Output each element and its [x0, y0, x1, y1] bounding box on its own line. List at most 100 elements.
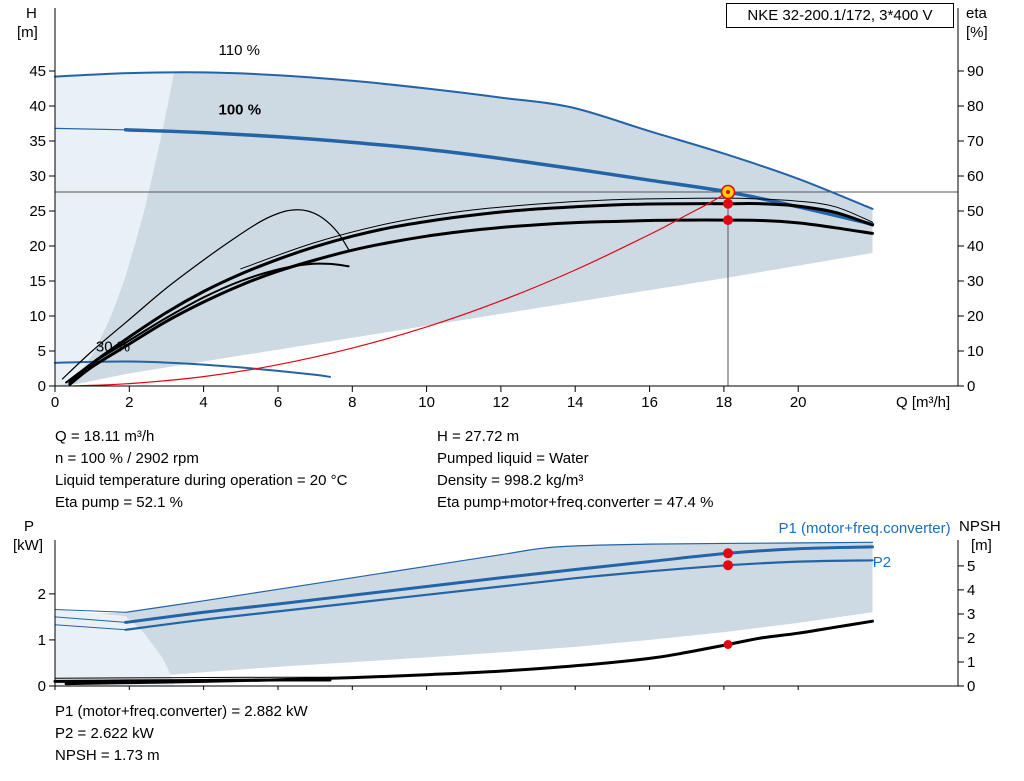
p-axis-label: P — [24, 518, 35, 535]
x-tick-label: 4 — [199, 394, 207, 411]
y-right-tick-label: 5 — [967, 558, 975, 575]
speed-30-curve — [54, 360, 331, 378]
p2-left-ext — [54, 624, 127, 631]
label-p2: P2 — [873, 554, 891, 571]
system-curve — [73, 191, 729, 387]
y-left-tick-label: 10 — [29, 308, 46, 325]
npsh-axis-unit: [m] — [971, 537, 992, 554]
p1-left-ext — [54, 616, 127, 623]
x-tick-label: 20 — [790, 394, 807, 411]
y-right-tick-label: 2 — [967, 630, 975, 647]
y-left-tick-label: 2 — [38, 586, 46, 603]
x-tick-label: 0 — [51, 394, 59, 411]
eta-total-curve — [68, 218, 874, 386]
x-tick-label: 16 — [641, 394, 658, 411]
q-axis-label: Q [m³/h] — [896, 394, 951, 411]
y-left-tick-label: 5 — [38, 343, 46, 360]
y-right-tick-label: 60 — [967, 168, 984, 185]
y-left-tick-label: 35 — [29, 133, 46, 150]
power-low-flow-region — [55, 609, 174, 686]
info-eta-pump: Eta pump = 52.1 % — [55, 494, 183, 511]
info-p2: P2 = 2.622 kW — [55, 725, 154, 742]
speed-110-curve — [54, 71, 874, 210]
pn-chart: 0 1 2 0 1 2 3 4 5 P1 (motor+freq.converter) P2 — [38, 520, 976, 695]
info-flow: Q = 18.11 m³/h — [55, 428, 155, 445]
y-right-tick-label: 10 — [967, 343, 984, 360]
x-tick-label: 10 — [418, 394, 435, 411]
x-tick-label: 12 — [493, 394, 510, 411]
eta-pump-point — [723, 198, 733, 209]
x-tick-label: 6 — [274, 394, 282, 411]
y-right-tick-label: 70 — [967, 133, 984, 150]
eta-total-point — [723, 215, 733, 226]
y-right-tick-label: 90 — [967, 63, 984, 80]
p1-curve — [124, 545, 874, 624]
y-left-tick-label: 1 — [38, 632, 46, 649]
eta-small-pump-curve — [61, 209, 350, 380]
y-left-tick-label: 15 — [29, 273, 46, 290]
label-p1: P1 (motor+freq.converter) — [778, 520, 950, 537]
npsh-point — [723, 640, 733, 649]
y-left-tick-label: 40 — [29, 98, 46, 115]
npsh-axis-label: NPSH — [959, 518, 1001, 535]
npsh-curve — [64, 619, 874, 686]
operating-data-left: Q = 18.11 m³/h n = 100 % / 2902 rpm Liqu… — [55, 426, 347, 514]
eta-pump-curve — [68, 201, 874, 384]
x-tick-label: 2 — [125, 394, 133, 411]
y-right-tick-label: 20 — [967, 308, 984, 325]
eta-axis-label: eta — [966, 5, 987, 22]
h-axis-label: H — [26, 5, 37, 22]
y-right-tick-label: 80 — [967, 98, 984, 115]
p2-point — [723, 560, 733, 571]
y-left-tick-label: 25 — [29, 203, 46, 220]
h-axis-unit: [m] — [17, 24, 38, 41]
power-data-block: P1 (motor+freq.converter) = 2.882 kW P2 … — [55, 701, 308, 767]
hq-chart: 0 2 4 6 8 10 12 14 16 18 20 0 5 10 15 20 25 30 35 40 45 0 10 20… — [29, 8, 984, 411]
p-axis-unit: [kW] — [13, 537, 43, 554]
y-right-tick-label: 40 — [967, 238, 984, 255]
y-right-tick-label: 4 — [967, 582, 975, 599]
info-temperature: Liquid temperature during operation = 20… — [55, 472, 348, 489]
y-right-tick-label: 0 — [967, 378, 975, 395]
pump-title-box: NKE 32-200.1/172, 3*400 V — [726, 3, 954, 28]
info-npsh: NPSH = 1.73 m — [55, 747, 160, 764]
p2-curve — [124, 559, 874, 631]
power-envelope — [73, 542, 873, 684]
y-right-tick-label: 3 — [967, 606, 975, 623]
duty-point-center — [726, 190, 730, 194]
x-tick-label: 18 — [716, 394, 733, 411]
x-tick-label: 14 — [567, 394, 584, 411]
eta-thin-upper-curve — [240, 197, 873, 270]
speed-100-ext — [54, 127, 127, 131]
info-head: H = 27.72 m — [437, 428, 520, 445]
info-speed: n = 100 % / 2902 rpm — [55, 450, 199, 467]
label-110: 110 % — [219, 42, 260, 59]
y-right-tick-label: 0 — [967, 678, 975, 695]
p-30-thin-curve — [54, 676, 331, 679]
y-left-tick-label: 20 — [29, 238, 46, 255]
speed-100-curve — [123, 128, 875, 227]
operating-data-right: H = 27.72 m Pumped liquid = Water Densit… — [437, 426, 713, 514]
label-100: 100 % — [219, 101, 262, 118]
y-left-tick-label: 0 — [38, 378, 46, 395]
envelope-left-ext — [54, 609, 127, 613]
y-left-tick-label: 30 — [29, 168, 46, 185]
info-liquid: Pumped liquid = Water — [437, 450, 589, 467]
label-30: 30 % — [96, 339, 130, 356]
x-tick-label: 8 — [348, 394, 356, 411]
y-left-tick-label: 45 — [29, 63, 46, 80]
y-right-tick-label: 1 — [967, 654, 975, 671]
low-flow-region — [55, 73, 174, 386]
y-right-tick-label: 50 — [967, 203, 984, 220]
info-p1: P1 (motor+freq.converter) = 2.882 kW — [55, 703, 308, 720]
y-left-tick-label: 0 — [38, 678, 46, 695]
info-eta-total: Eta pump+motor+freq.converter = 47.4 % — [437, 494, 714, 511]
info-density: Density = 998.2 kg/m³ — [437, 472, 584, 489]
y-right-tick-label: 30 — [967, 273, 984, 290]
operating-envelope — [55, 72, 873, 387]
p1-envelope-top-curve — [125, 541, 874, 613]
eta-small-total-curve — [65, 262, 350, 384]
p1-point — [723, 548, 733, 559]
